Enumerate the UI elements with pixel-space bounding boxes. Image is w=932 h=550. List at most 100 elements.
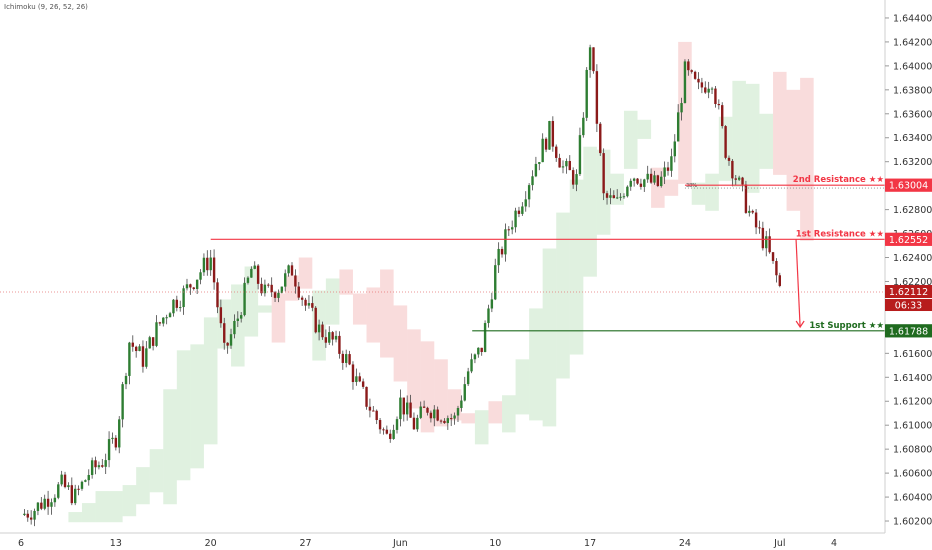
candle-body [541, 138, 544, 163]
candle-body [74, 488, 77, 504]
cloud-segment [81, 503, 96, 523]
candle-body [446, 418, 450, 424]
candle-body [578, 135, 582, 175]
candle-body [626, 186, 629, 197]
candle-body [263, 284, 267, 294]
candle-body [721, 105, 724, 127]
candle-body [436, 409, 439, 421]
candle-body [46, 498, 50, 507]
candle-body [33, 510, 36, 520]
candle-body [439, 420, 443, 422]
candle-body [514, 210, 517, 228]
candle-body [663, 167, 666, 177]
candle-body [134, 346, 138, 352]
candles [23, 44, 781, 527]
candle-body [172, 299, 175, 314]
candle-body [229, 334, 233, 346]
candle-body [754, 212, 758, 228]
candle-body [680, 103, 683, 113]
candle-body [348, 354, 351, 365]
cloud-segment [542, 248, 557, 427]
cloud-segment [393, 305, 408, 382]
candle-body [741, 177, 744, 185]
time-tick-label: Jul [773, 538, 785, 549]
candle-body [700, 82, 704, 88]
time-tick-label: 17 [584, 538, 596, 549]
cloud-segment [298, 257, 313, 289]
candle-body [490, 299, 494, 309]
candle-body [636, 178, 639, 184]
candle-body [534, 163, 538, 177]
candle-body [487, 308, 490, 324]
price-tick-label: 1.64200 [893, 37, 932, 48]
candle-body [331, 332, 334, 340]
time-tick-label: 20 [205, 538, 217, 549]
candle-body [256, 265, 260, 284]
time-tick-label: 6 [18, 538, 24, 549]
candle-body [341, 353, 345, 363]
candle-body [307, 303, 311, 306]
candle-body [582, 117, 585, 136]
candle-body [704, 87, 707, 93]
candle-body [660, 176, 663, 187]
candle-body [473, 354, 477, 360]
candle-body [314, 307, 317, 333]
candle-body [548, 121, 551, 150]
ichimoku-cloud [68, 41, 814, 523]
candle-body [111, 437, 114, 440]
candle-body [40, 502, 43, 509]
candle-body [131, 342, 134, 347]
cloud-segment [637, 119, 652, 139]
candle-body [724, 126, 727, 158]
cloud-segment [420, 341, 435, 433]
candle-body [246, 277, 250, 283]
candle-body [612, 195, 616, 199]
candle-body [673, 141, 676, 157]
cloud-segment [759, 113, 774, 169]
candle-body [731, 160, 734, 179]
level-badge [885, 178, 932, 192]
candle-body [710, 88, 714, 90]
candle-body [629, 180, 632, 187]
candle-body [26, 513, 29, 518]
candle-body [199, 272, 202, 280]
candle-body [179, 307, 182, 309]
candle-body [433, 409, 436, 419]
candle-body [571, 170, 575, 185]
cloud-segment [461, 413, 475, 424]
candle-body [375, 410, 378, 421]
cloud-segment [678, 41, 692, 184]
candle-body [84, 480, 87, 482]
cloud-segment [651, 167, 665, 208]
candle-body [744, 184, 748, 213]
price-tick-label: 1.63600 [893, 109, 932, 120]
candle-body [649, 173, 653, 183]
candle-body [422, 406, 426, 408]
candle-body [138, 346, 141, 352]
candle-body [466, 371, 470, 385]
candle-body [561, 166, 565, 168]
candle-body [168, 313, 172, 318]
cloud-segment [623, 110, 638, 169]
candle-body [588, 47, 592, 70]
candle-body [155, 322, 158, 346]
price-tick-label: 1.62800 [893, 205, 932, 216]
candle-body [162, 317, 165, 324]
candle-body [775, 261, 778, 276]
cloud-segment [529, 308, 543, 421]
candle-body [683, 61, 687, 104]
level-name: 1st Support ★★ [809, 321, 884, 331]
candle-body [36, 502, 40, 511]
price-tick-label: 1.64000 [893, 61, 932, 72]
candle-body [419, 406, 422, 418]
cloud-segment [786, 89, 801, 211]
candle-body [480, 347, 483, 353]
cloud-segment [203, 317, 218, 445]
time-tick-label: 10 [489, 538, 501, 549]
candle-body [118, 419, 121, 448]
candle-body [148, 337, 151, 349]
candle-body [592, 47, 595, 72]
current-price-badge [885, 285, 932, 299]
candle-body [175, 299, 179, 308]
